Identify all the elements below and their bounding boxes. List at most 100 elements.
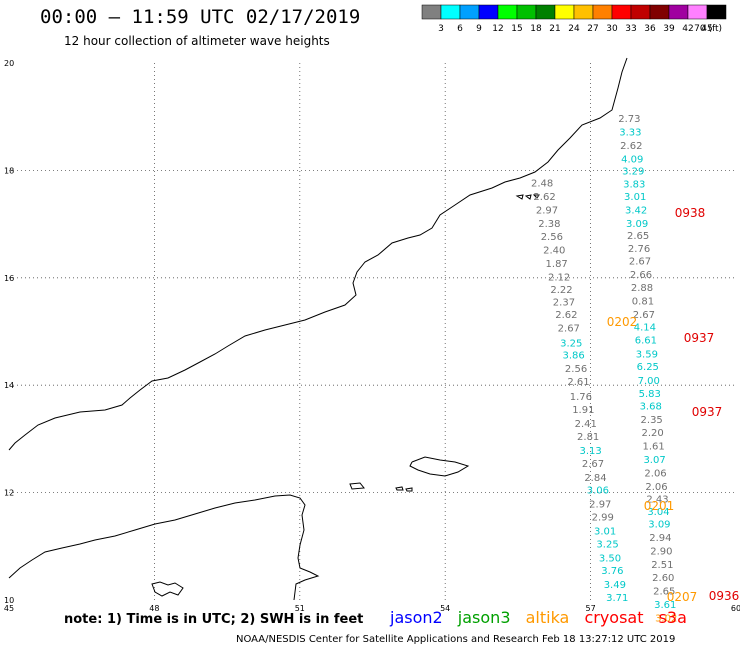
- swh-value: 2.65: [627, 231, 649, 242]
- swh-value: 3.83: [623, 180, 645, 191]
- swh-value: 1.61: [642, 442, 664, 453]
- swh-value: 6.25: [637, 362, 659, 373]
- pass-time-annotation: 0938: [675, 206, 706, 220]
- grid-lines: [9, 63, 736, 600]
- swh-value: 3.33: [619, 127, 641, 138]
- swh-value: 3.61: [654, 600, 676, 611]
- y-tick-label: 10: [4, 596, 14, 605]
- colorbar-label: 21: [549, 24, 560, 34]
- swh-value: 1.91: [572, 405, 594, 416]
- swh-value: 2.56: [565, 364, 587, 375]
- colorbar-label: 70 (ft): [694, 24, 722, 34]
- swh-value: 2.06: [645, 482, 667, 493]
- swh-value: 2.62: [620, 141, 642, 152]
- x-tick-label: 54: [440, 604, 450, 613]
- pass-time-annotation: 0201: [644, 499, 675, 513]
- pass-time-annotation: 0936: [709, 589, 740, 603]
- swh-value: 3.76: [601, 566, 623, 577]
- colorbar-label: 12: [492, 24, 503, 34]
- colorbar-label: 42: [682, 24, 693, 34]
- x-tick-label: 51: [295, 604, 305, 613]
- page-subtitle: 12 hour collection of altimeter wave hei…: [64, 34, 330, 48]
- legend-s3a: s3a: [658, 608, 687, 627]
- swh-value: 2.99: [592, 513, 614, 524]
- swh-value: 2.81: [577, 432, 599, 443]
- somalia-coast: [8, 494, 320, 601]
- colorbar-label: 15: [511, 24, 522, 34]
- swh-value: 3.09: [648, 520, 670, 531]
- footer-credit: NOAA/NESDIS Center for Satellite Applica…: [236, 634, 676, 645]
- altimeter-tracks: 2.48 2.62 2.97 2.38 2.56 2.40 1.87 2.12 2.22 2.37…: [531, 114, 677, 624]
- colorbar-label: 24: [568, 24, 580, 34]
- swh-value: 3.04: [647, 507, 669, 518]
- small-island: [405, 487, 413, 492]
- swh-value: 2.88: [631, 283, 653, 294]
- swh-value: 2.62: [533, 192, 555, 203]
- swh-value: 6.61: [635, 335, 657, 346]
- swh-value: 2.67: [582, 459, 604, 470]
- swh-value: 3.86: [563, 350, 585, 361]
- y-tick-label: 14: [4, 381, 14, 390]
- page-title: 00:00 – 11:59 UTC 02/17/2019: [40, 6, 361, 28]
- swh-value: 2.48: [531, 179, 553, 190]
- x-tick-label: 45: [4, 604, 14, 613]
- swh-value: 2.94: [649, 533, 671, 544]
- swh-value: 2.06: [644, 468, 666, 479]
- colorbar-label: 6: [457, 24, 463, 34]
- swh-value: 1.76: [570, 392, 592, 403]
- swh-value: 2.35: [641, 415, 663, 426]
- x-tick-label: 60: [731, 604, 740, 613]
- swh-value: 3.13: [579, 446, 601, 457]
- swh-value: 1.87: [546, 259, 568, 270]
- swh-value: 5.83: [639, 389, 661, 400]
- swh-value: 3.09: [626, 219, 648, 230]
- swh-value: 2.20: [642, 428, 664, 439]
- y-tick-label: 16: [4, 274, 14, 283]
- swh-value: 2.43: [646, 494, 668, 505]
- colorbar-label: 3: [438, 24, 444, 34]
- swh-value: 0.81: [632, 297, 654, 308]
- swh-value: 2.65: [653, 587, 675, 598]
- pass-time-annotation: 0937: [684, 331, 715, 345]
- colorbar-label: 9: [476, 24, 482, 34]
- x-tick-label: 48: [149, 604, 159, 613]
- x-tick-label: 57: [586, 604, 596, 613]
- swh-value: 2.76: [628, 244, 650, 255]
- swh-value: 4.09: [621, 154, 643, 165]
- swh-value: 3.42: [625, 205, 647, 216]
- satellite-legend: jason2 jason3 altika cryosat s3a: [390, 608, 697, 627]
- swh-value: 3.49: [604, 580, 626, 591]
- swh-value: 2.67: [558, 324, 580, 335]
- swh-value: 3.68: [640, 401, 662, 412]
- swh-value: 3.59: [636, 349, 658, 360]
- colorbar-label: 30: [606, 24, 618, 34]
- swh-value: 3.02: [655, 613, 677, 624]
- y-tick-label: 18: [4, 166, 14, 175]
- swh-value: 7.00: [638, 376, 660, 387]
- swh-value: 4.14: [634, 322, 656, 333]
- swh-value: 2.73: [618, 114, 640, 125]
- pass-time-annotation: 0202: [607, 315, 638, 329]
- swh-value: 3.07: [643, 455, 665, 466]
- legend-jason3: jason3: [457, 608, 511, 627]
- swh-value: 2.67: [629, 256, 651, 267]
- swh-value: 3.71: [606, 593, 628, 604]
- colorbar-label: 33: [625, 24, 636, 34]
- legend-cryosat: cryosat: [584, 608, 644, 627]
- swh-value: 2.60: [652, 573, 674, 584]
- swh-value: 3.25: [560, 339, 582, 350]
- swh-value: 2.90: [650, 546, 672, 557]
- pass-time-annotation: 0937: [692, 405, 723, 419]
- reef-outline: [151, 581, 184, 597]
- swh-value: 3.50: [599, 553, 621, 564]
- socotra-island: [409, 456, 470, 477]
- colorbar-label: 18: [530, 24, 542, 34]
- swh-value: 2.97: [589, 500, 611, 511]
- swh-value: 2.67: [633, 310, 655, 321]
- swh-value: 3.29: [622, 167, 644, 178]
- swh-value: 2.51: [651, 560, 673, 571]
- colorbar-label: 27: [587, 24, 598, 34]
- coastline: [8, 57, 628, 601]
- arabia-coast: [8, 57, 628, 451]
